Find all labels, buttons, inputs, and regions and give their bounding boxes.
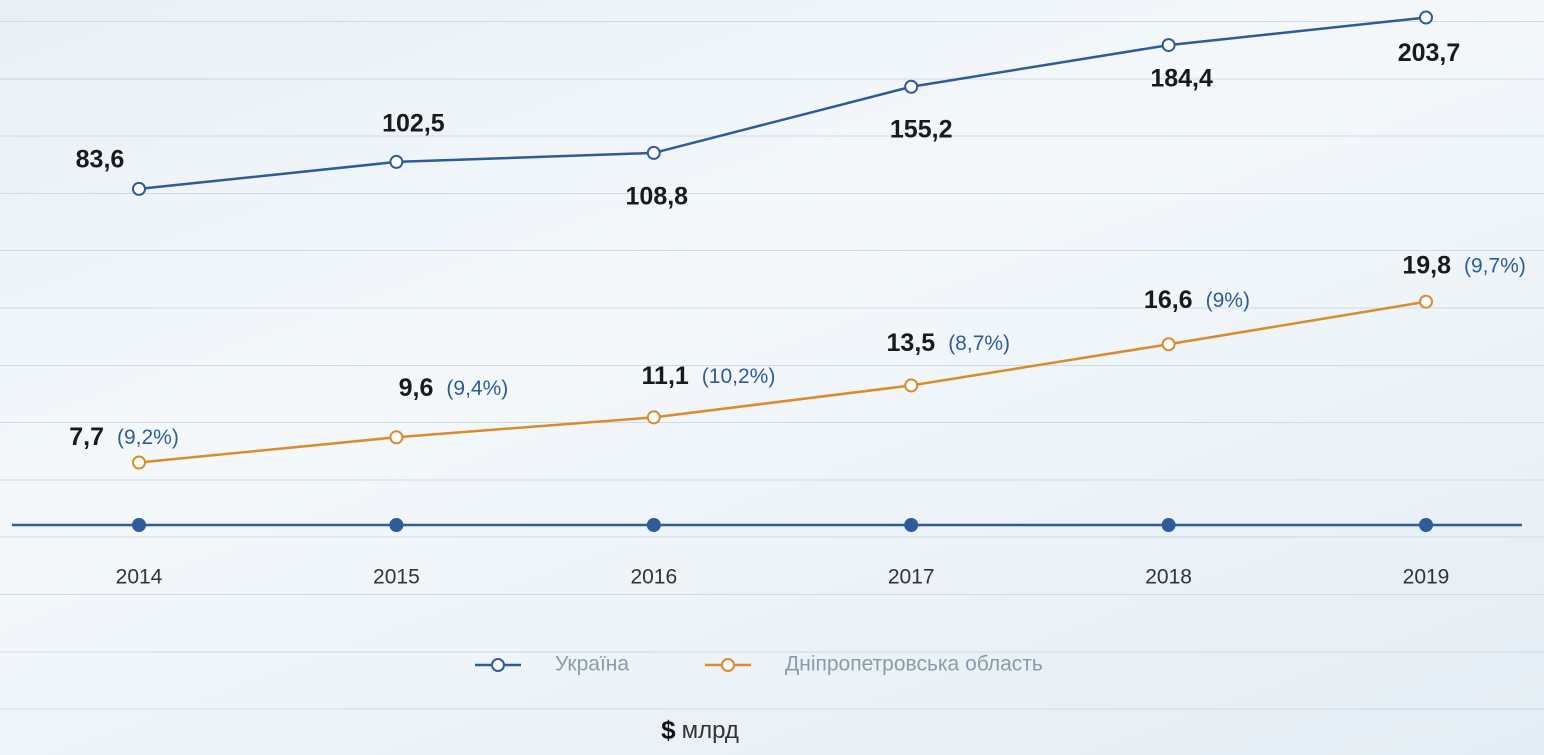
legend-label: Україна [555,653,629,676]
unit: $ млрд [661,715,739,745]
axis-dot [132,518,146,532]
axis-dot [389,518,404,532]
share-label: (8,7%) [948,332,1010,355]
legend-marker [491,658,505,672]
axis-dot [646,518,661,532]
share-label: (9,4%) [446,377,508,400]
x-tick-label: 2014 [116,566,163,589]
x-tick-label: 2019 [1403,566,1450,589]
value-label: 9,6 [399,374,434,402]
point [132,181,146,196]
legend-label: Дніпропетровська область [785,653,1043,676]
share-label: (9%) [1206,289,1250,312]
x-tick-label: 2017 [888,566,935,589]
share-label: (9,2%) [117,426,179,449]
point [1161,38,1176,53]
value-label: 16,6 [1144,286,1193,314]
value-label: 203,7 [1398,39,1461,67]
x-tick-label: 2016 [630,566,677,589]
point [389,430,404,445]
value-label: 184,4 [1150,65,1213,93]
axis-dot [904,518,919,532]
value-label: 19,8 [1402,251,1451,279]
value-label: 83,6 [76,145,125,173]
point [1419,294,1433,309]
point [646,145,661,160]
axis-dot [1419,518,1433,532]
value-label: 13,5 [887,329,936,357]
axis-dot [1161,518,1176,532]
point [904,79,919,94]
point [904,378,919,393]
legend-marker [721,658,735,672]
point [1419,10,1433,25]
point [389,154,404,169]
value-label: 7,7 [69,423,104,451]
x-tick-label: 2018 [1145,566,1192,589]
line [138,300,1427,464]
unit-symbol: $ [661,715,676,745]
x-tick-label: 2015 [373,566,420,589]
unit-text: млрд [682,717,739,744]
value-label: 11,1 [642,362,689,390]
share-label: (9,7%) [1464,254,1526,277]
line [138,16,1427,191]
share-label: (10,2%) [702,365,776,388]
point [1161,337,1176,352]
point [132,455,146,470]
point [646,410,661,425]
value-label: 108,8 [626,183,689,211]
value-label: 102,5 [382,110,445,138]
value-label: 155,2 [890,115,953,143]
